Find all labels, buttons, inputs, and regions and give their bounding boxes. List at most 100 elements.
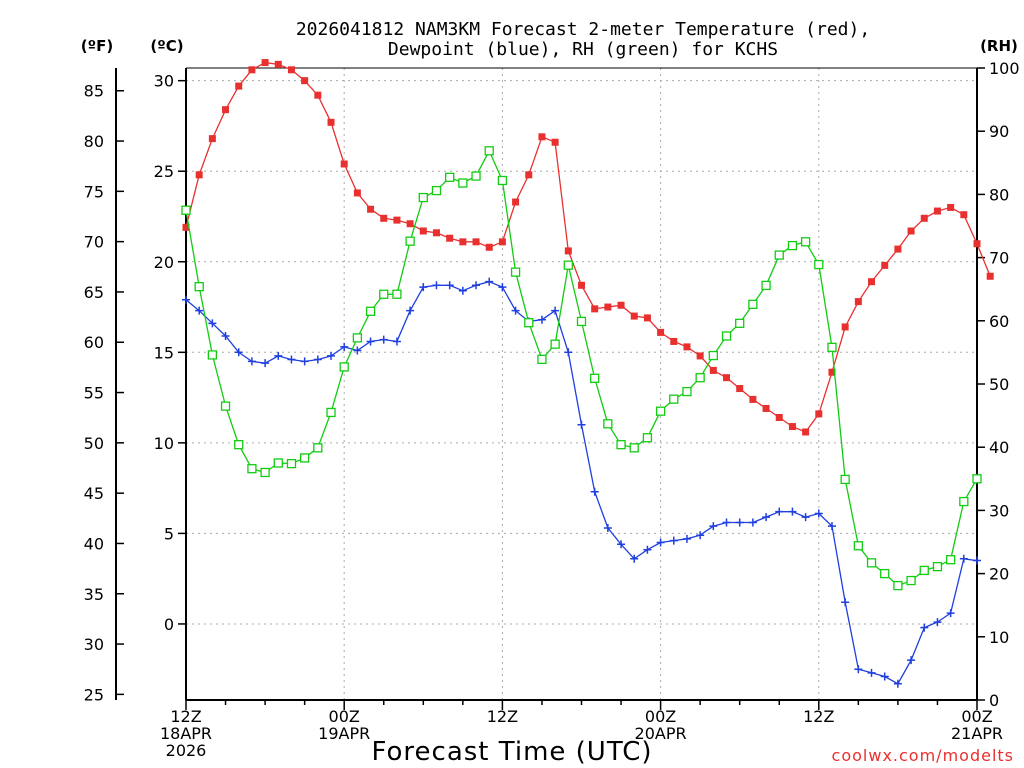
temperature-point — [538, 133, 546, 141]
x-tick-label: 12Z — [487, 707, 518, 726]
dewpoint-point — [775, 507, 784, 516]
temperature-point — [723, 374, 731, 382]
fahrenheit-tick-label: 60 — [84, 333, 104, 352]
dewpoint-point — [748, 518, 757, 527]
rh-point — [524, 318, 534, 328]
dewpoint-point — [458, 286, 467, 295]
dewpoint-point — [234, 348, 243, 357]
dewpoint-point — [643, 545, 652, 554]
dewpoint-point — [827, 522, 836, 531]
rh-point — [840, 474, 850, 485]
temperature-point — [920, 214, 928, 222]
rh-point — [273, 458, 283, 468]
rh-point — [550, 339, 560, 349]
rh-point — [761, 280, 771, 291]
fahrenheit-tick-label: 80 — [84, 132, 104, 151]
dewpoint-point — [946, 609, 955, 618]
temperature-point — [630, 312, 638, 320]
rh-tick-label: 30 — [989, 501, 1009, 520]
dewpoint-point — [340, 342, 349, 351]
tick-labels: 25 30 35 40 45 50 55 60 65 70 75 80 85 0 5 10 15 20 25 30 0 1… — [84, 59, 1020, 760]
dewpoint-point — [696, 531, 705, 540]
celsius-tick-label: 0 — [164, 615, 174, 634]
temperature-point — [604, 303, 612, 311]
dewpoint-point — [208, 319, 217, 328]
temperature-point — [960, 211, 968, 219]
dewpoint-point — [221, 332, 230, 341]
rh-tick-label: 10 — [989, 628, 1009, 647]
temperature-point — [406, 220, 414, 228]
temperature-point — [182, 223, 190, 231]
fahrenheit-tick-label: 55 — [84, 384, 104, 403]
temperature-point — [340, 160, 348, 168]
dewpoint-point — [564, 348, 573, 357]
temperature-point — [419, 227, 427, 235]
rh-point — [853, 541, 863, 551]
temperature-point — [353, 189, 361, 197]
dewpoint-point — [630, 554, 639, 563]
rh-tick-label: 50 — [989, 375, 1009, 394]
temperature-point — [894, 245, 902, 253]
dewpoint-point — [485, 277, 494, 286]
rh-point — [260, 467, 270, 478]
temperature-point — [367, 205, 375, 213]
celsius-tick-label: 30 — [154, 72, 174, 91]
chart-subtitle: Dewpoint (blue), RH (green) for KCHS — [388, 39, 778, 60]
rh-point — [299, 453, 310, 463]
dewpoint-point — [841, 598, 850, 607]
temperature-point — [696, 352, 704, 360]
x-tick-label: 12Z — [170, 707, 201, 726]
celsius-tick-label: 5 — [164, 524, 174, 543]
celsius-tick-label: 20 — [154, 253, 174, 272]
dewpoint-point — [669, 536, 678, 545]
rh-point — [893, 580, 903, 591]
temperature-point — [868, 278, 876, 286]
temperature-point — [802, 428, 810, 436]
rh-point — [682, 386, 692, 397]
axes — [115, 67, 985, 710]
dewpoint-point — [907, 656, 916, 665]
dewpoint-point — [762, 513, 771, 522]
fahrenheit-tick-label: 35 — [84, 585, 104, 604]
temperature-point — [485, 243, 493, 251]
temperature-point — [591, 305, 599, 313]
temperature-point — [788, 423, 796, 431]
temperature-point — [235, 82, 243, 90]
fahrenheit-tick-label: 40 — [84, 534, 104, 553]
temperature-point — [195, 171, 203, 179]
credit-link[interactable]: coolwx.com/modelts — [832, 746, 1014, 765]
temperature-point — [815, 410, 823, 418]
rh-point — [945, 555, 956, 565]
dewpoint-point — [682, 534, 691, 543]
temperature-point — [222, 106, 230, 114]
dewpoint-point — [445, 281, 454, 290]
x-tick-label: 00Z — [961, 707, 992, 726]
x-tick-label: 12Z — [803, 707, 834, 726]
x-tick-label: 20APR — [635, 724, 687, 743]
temperature-point — [828, 368, 836, 376]
temperature-point — [683, 343, 691, 351]
dewpoint-point — [274, 351, 283, 360]
fahrenheit-tick-label: 70 — [84, 233, 104, 252]
temperature-point — [762, 404, 770, 412]
rh-point — [181, 205, 191, 215]
rh-point — [484, 146, 494, 156]
x-tick-label: 18APR — [160, 724, 212, 743]
rh-point — [959, 496, 969, 507]
temperature-point — [841, 323, 849, 331]
temperature-point — [432, 229, 440, 237]
rh-point — [220, 401, 231, 411]
dewpoint-point — [537, 315, 546, 324]
temperature-point — [512, 198, 520, 206]
temperature-point — [881, 261, 889, 269]
rh-point — [590, 373, 600, 383]
rh-point — [642, 433, 653, 443]
dewpoint-point — [801, 513, 810, 522]
x-tick-label: 21APR — [951, 724, 1003, 743]
temperature-point — [472, 238, 480, 246]
temperature-point — [736, 385, 744, 393]
temperature-point — [314, 91, 322, 99]
rh-tick-label: 70 — [989, 249, 1009, 268]
rh-point — [774, 250, 784, 260]
rh-point — [194, 282, 204, 292]
